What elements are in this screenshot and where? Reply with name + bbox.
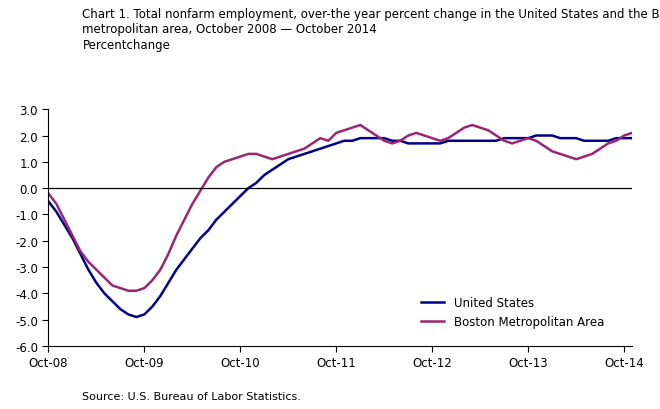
United States <box>133 315 141 320</box>
Boston Metropolitan Area <box>356 123 364 128</box>
United States <box>532 134 540 139</box>
Line: Boston Metropolitan Area: Boston Metropolitan Area <box>48 126 632 291</box>
Text: Source: U.S. Bureau of Labor Statistics.: Source: U.S. Bureau of Labor Statistics. <box>82 391 302 401</box>
United States <box>380 136 388 141</box>
Line: United States: United States <box>48 136 632 317</box>
Boston Metropolitan Area <box>628 131 636 136</box>
United States <box>44 199 52 204</box>
United States <box>372 136 380 141</box>
Boston Metropolitan Area <box>125 289 133 294</box>
Boston Metropolitan Area <box>380 139 388 144</box>
Text: Chart 1. Total nonfarm employment, over-the year percent change in the United St: Chart 1. Total nonfarm employment, over-… <box>82 8 660 21</box>
United States <box>180 257 188 262</box>
Boston Metropolitan Area <box>172 234 180 238</box>
United States <box>244 186 252 191</box>
Boston Metropolitan Area <box>44 191 52 196</box>
Boston Metropolitan Area <box>244 152 252 157</box>
Text: Percentchange: Percentchange <box>82 39 170 52</box>
Legend: United States, Boston Metropolitan Area: United States, Boston Metropolitan Area <box>416 292 609 333</box>
United States <box>588 139 596 144</box>
Boston Metropolitan Area <box>388 142 396 146</box>
Boston Metropolitan Area <box>588 152 596 157</box>
United States <box>172 267 180 272</box>
United States <box>628 136 636 141</box>
Boston Metropolitan Area <box>180 218 188 222</box>
Text: metropolitan area, October 2008 — October 2014: metropolitan area, October 2008 — Octobe… <box>82 22 378 36</box>
